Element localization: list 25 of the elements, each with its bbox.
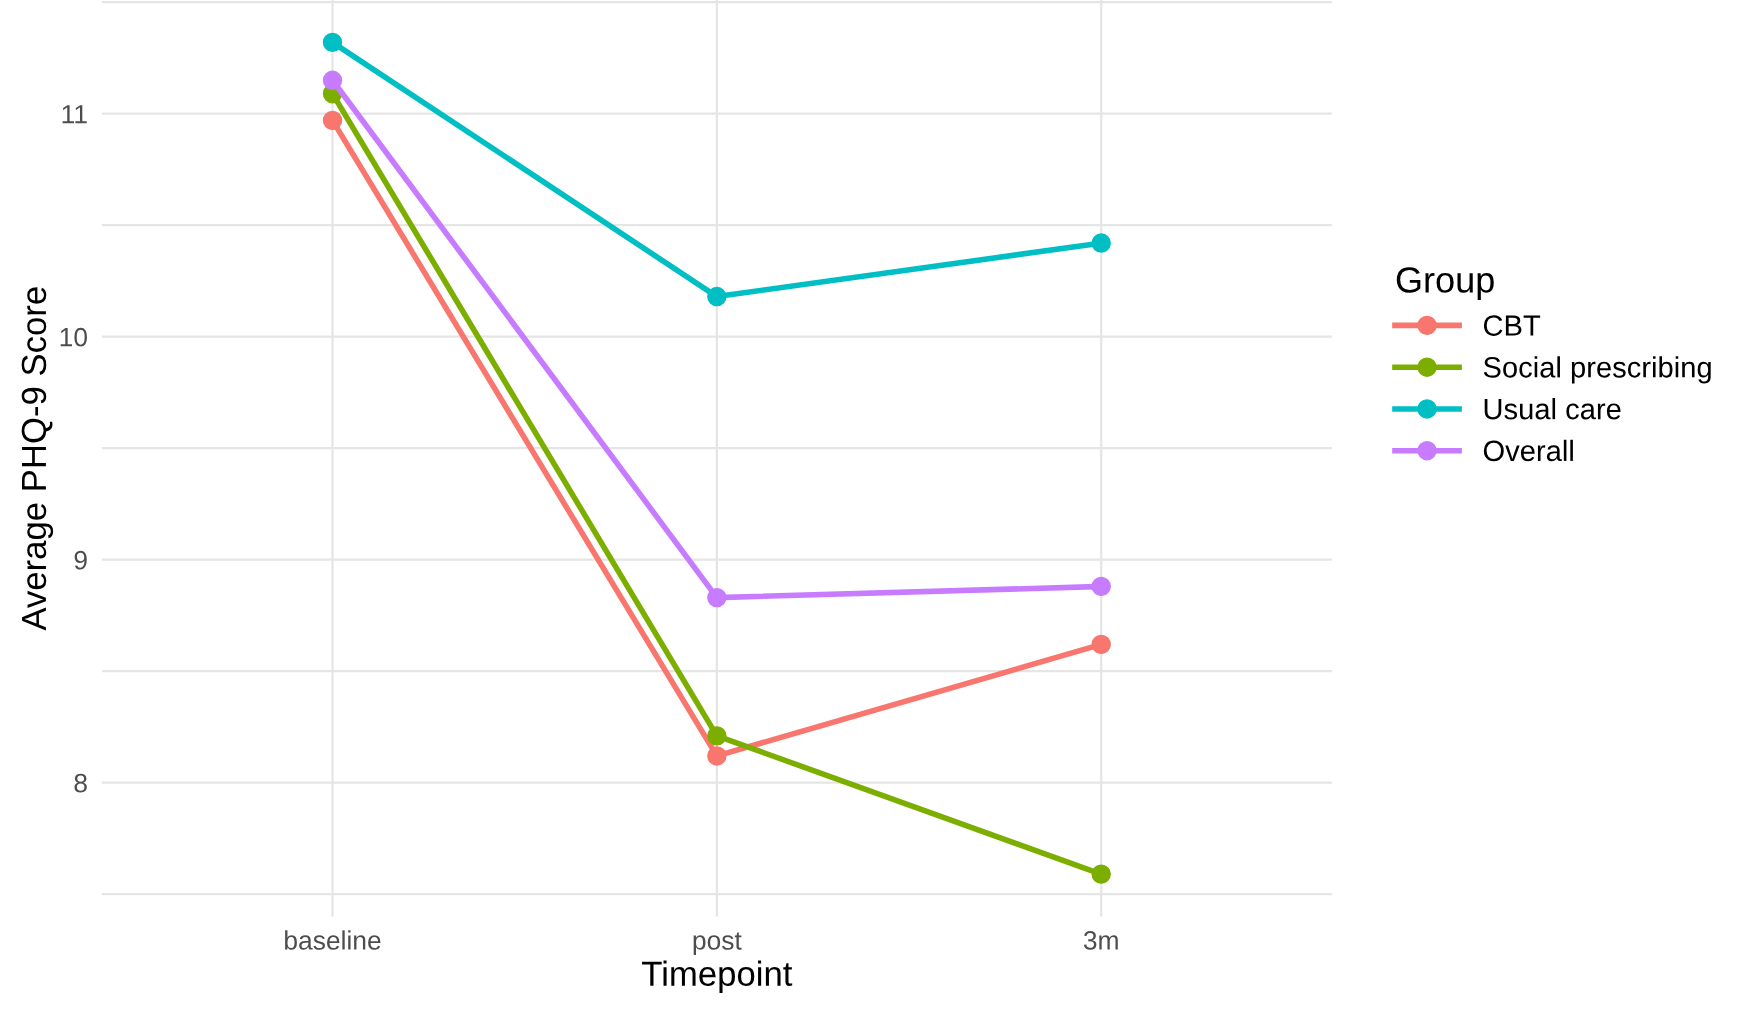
point — [707, 726, 727, 746]
legend-label: Overall — [1483, 439, 1573, 462]
x-axis-title: Timepoint — [642, 960, 793, 993]
point — [707, 286, 727, 307]
point — [707, 587, 727, 608]
y-tick-label: 9 — [74, 550, 87, 570]
point — [707, 746, 727, 766]
point — [322, 32, 343, 53]
legend-label: CBT — [1483, 315, 1541, 336]
legend-label: Usual care — [1484, 398, 1621, 420]
point — [322, 110, 343, 131]
legend-title: Group — [1396, 267, 1494, 300]
y-tick-label: 10 — [60, 327, 87, 347]
x-tick-label: post — [693, 932, 742, 955]
y-tick-label: 8 — [74, 773, 87, 793]
point — [322, 70, 343, 90]
legend-label: Social prescribing — [1483, 356, 1711, 384]
y-axis-title: Average PHQ-9 Score — [21, 287, 54, 631]
point — [1091, 233, 1111, 253]
point — [1091, 864, 1111, 884]
x-tick-label: 3m — [1083, 931, 1118, 950]
x-tick-label: baseline — [285, 930, 381, 950]
point — [1091, 634, 1111, 655]
y-tick-label: 11 — [62, 105, 87, 124]
point — [1091, 576, 1111, 597]
